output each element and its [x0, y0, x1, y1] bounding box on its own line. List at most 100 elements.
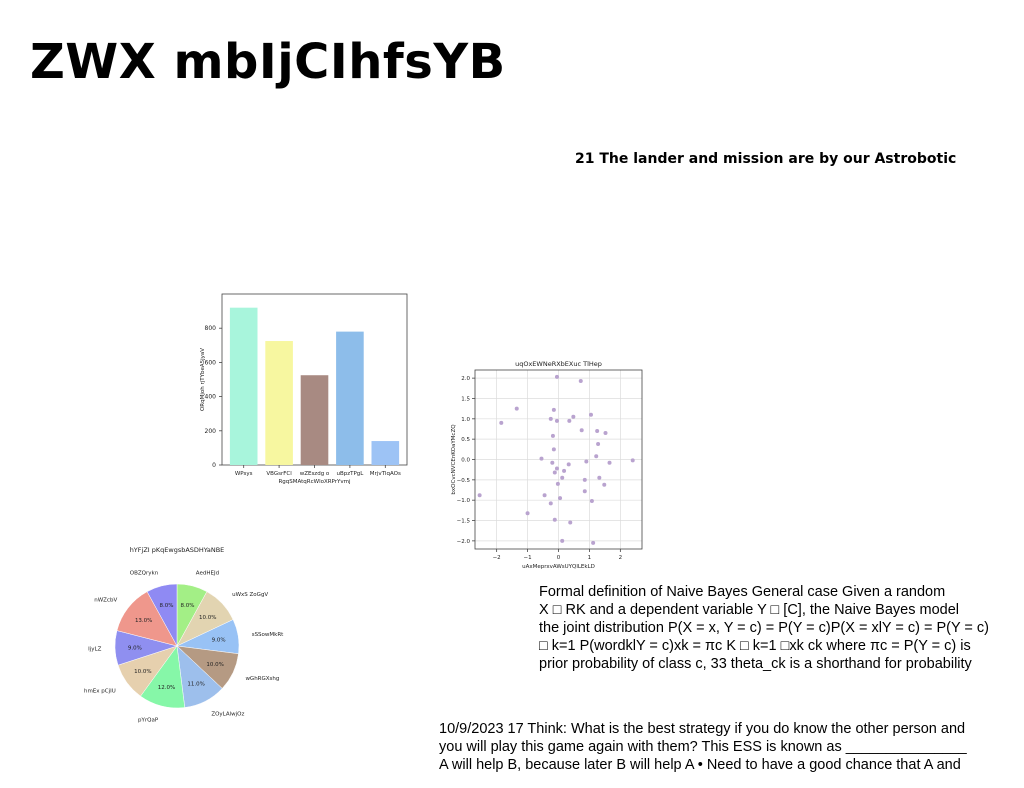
data-point — [525, 511, 530, 516]
ess-text: 10/9/2023 17 Think: What is the best str… — [439, 720, 967, 774]
data-point — [579, 428, 584, 433]
data-point — [554, 374, 559, 379]
data-point — [499, 420, 504, 425]
naive-bayes-text: Formal definition of Naive Bayes General… — [539, 583, 989, 673]
slice-label: AedHEJd — [196, 571, 219, 577]
text-line: prior probability of class c, 33 theta_c… — [539, 656, 972, 672]
slice-value-label: 9.0% — [128, 645, 142, 651]
y-tick-label: −1.0 — [457, 498, 471, 504]
data-point — [588, 412, 593, 417]
data-point — [542, 493, 547, 498]
data-point — [584, 459, 589, 464]
data-point — [630, 458, 635, 463]
x-tick-label: 1 — [588, 555, 592, 561]
plot-frame — [474, 369, 643, 550]
x-tick-label: −2 — [493, 555, 501, 561]
data-point — [607, 460, 612, 465]
data-point — [514, 406, 519, 411]
data-point — [550, 433, 555, 438]
slice-label: uWxS ZoGgV — [232, 592, 268, 598]
y-tick-label: −0.5 — [457, 478, 471, 484]
y-tick-label: 0.0 — [461, 458, 470, 464]
y-tick-label: 200 — [205, 428, 217, 435]
slice-label: ZOyLAlwjOz — [211, 711, 244, 717]
data-point — [560, 538, 565, 543]
data-point — [554, 418, 559, 423]
slice-label: wGhRGXshg — [245, 676, 279, 682]
text-line: 10/9/2023 17 Think: What is the best str… — [439, 721, 966, 737]
slice-value-label: 10.0% — [199, 615, 216, 621]
slice-value-label: 12.0% — [158, 685, 175, 691]
data-point — [603, 431, 608, 436]
data-point — [548, 416, 553, 421]
text-line: □ k=1 P(wordklY = c)xk = πc K □ k=1 □xk … — [539, 638, 971, 654]
slice-label: pYrQaP — [138, 717, 159, 723]
data-point — [477, 493, 482, 498]
y-tick-label: 0.5 — [461, 437, 470, 443]
slide-subtitle: 21 The lander and mission are by our Ast… — [575, 151, 957, 167]
x-tick-label: wZEszdg o — [300, 471, 330, 477]
data-point — [548, 501, 553, 506]
bar — [229, 307, 258, 465]
slice-value-label: 11.0% — [187, 682, 204, 688]
text-line: Formal definition of Naive Bayes General… — [539, 584, 946, 600]
slice-label: hmEx pCjIU — [84, 688, 116, 694]
data-point — [595, 429, 600, 434]
x-tick-label: VBGsrFCl — [266, 471, 292, 477]
y-tick-label: −2.0 — [457, 539, 471, 545]
y-tick-label: 1.5 — [461, 396, 470, 402]
x-axis-label: uAxMeprxvAWsUYQlLEkLD — [522, 564, 595, 570]
x-tick-label: −1 — [524, 555, 532, 561]
slice-value-label: 10.0% — [206, 662, 223, 668]
text-line: A will help B, because later B will help… — [439, 757, 961, 773]
data-point — [558, 496, 563, 501]
data-point — [552, 517, 557, 522]
chart-title: uqOxEWNeRXbEXuc TlHep — [515, 360, 602, 368]
bar — [371, 441, 400, 465]
x-tick-label: MrjvTlqAOs — [370, 471, 401, 477]
data-point — [591, 540, 596, 545]
slide-title: ZWX mbIjCIhfsYB — [30, 34, 506, 90]
data-point — [594, 454, 599, 459]
slice-label: IjyLZ — [88, 646, 101, 652]
y-tick-label: 0 — [212, 462, 216, 469]
text-line: the joint distribution P(X = x, Y = c) =… — [539, 620, 989, 636]
slice-label: nWZcbV — [94, 598, 117, 604]
data-point — [551, 447, 556, 452]
text-line: you will play this game again with them?… — [439, 739, 967, 755]
data-point — [552, 470, 557, 475]
x-tick-label: uBpzTPgL — [336, 471, 364, 477]
data-point — [560, 475, 565, 480]
data-point — [596, 442, 601, 447]
data-point — [550, 460, 555, 465]
x-axis-label: RgqSMAtqRcWloXRPrYvmj — [278, 479, 351, 485]
y-axis-label: bxOCvcNVCEnKOaYMcZQ — [451, 424, 457, 495]
y-tick-label: 400 — [205, 394, 217, 401]
data-point — [551, 407, 556, 412]
data-point — [589, 498, 594, 503]
text-line: X □ RK and a dependent variable Y □ [C],… — [539, 602, 960, 618]
chart-title: hYFjZI pKqEwgsbASDHYaNBE — [130, 546, 225, 554]
slice-label: sSSowMkRt — [252, 632, 284, 638]
data-point — [597, 475, 602, 480]
data-point — [562, 468, 567, 473]
slice-value-label: 9.0% — [212, 637, 226, 643]
y-tick-label: 2.0 — [461, 376, 470, 382]
data-point — [578, 378, 583, 383]
data-point — [582, 477, 587, 482]
bar — [300, 375, 329, 465]
slice-value-label: 8.0% — [160, 603, 174, 609]
slice-value-label: 8.0% — [180, 603, 194, 609]
data-point — [582, 489, 587, 494]
y-tick-label: −1.5 — [457, 519, 471, 525]
data-point — [571, 414, 576, 419]
bar — [336, 331, 364, 465]
data-point — [555, 481, 560, 486]
x-tick-label: WPsys — [235, 471, 253, 477]
slice-value-label: 13.0% — [135, 618, 152, 624]
data-point — [602, 482, 607, 487]
bar — [265, 341, 293, 465]
